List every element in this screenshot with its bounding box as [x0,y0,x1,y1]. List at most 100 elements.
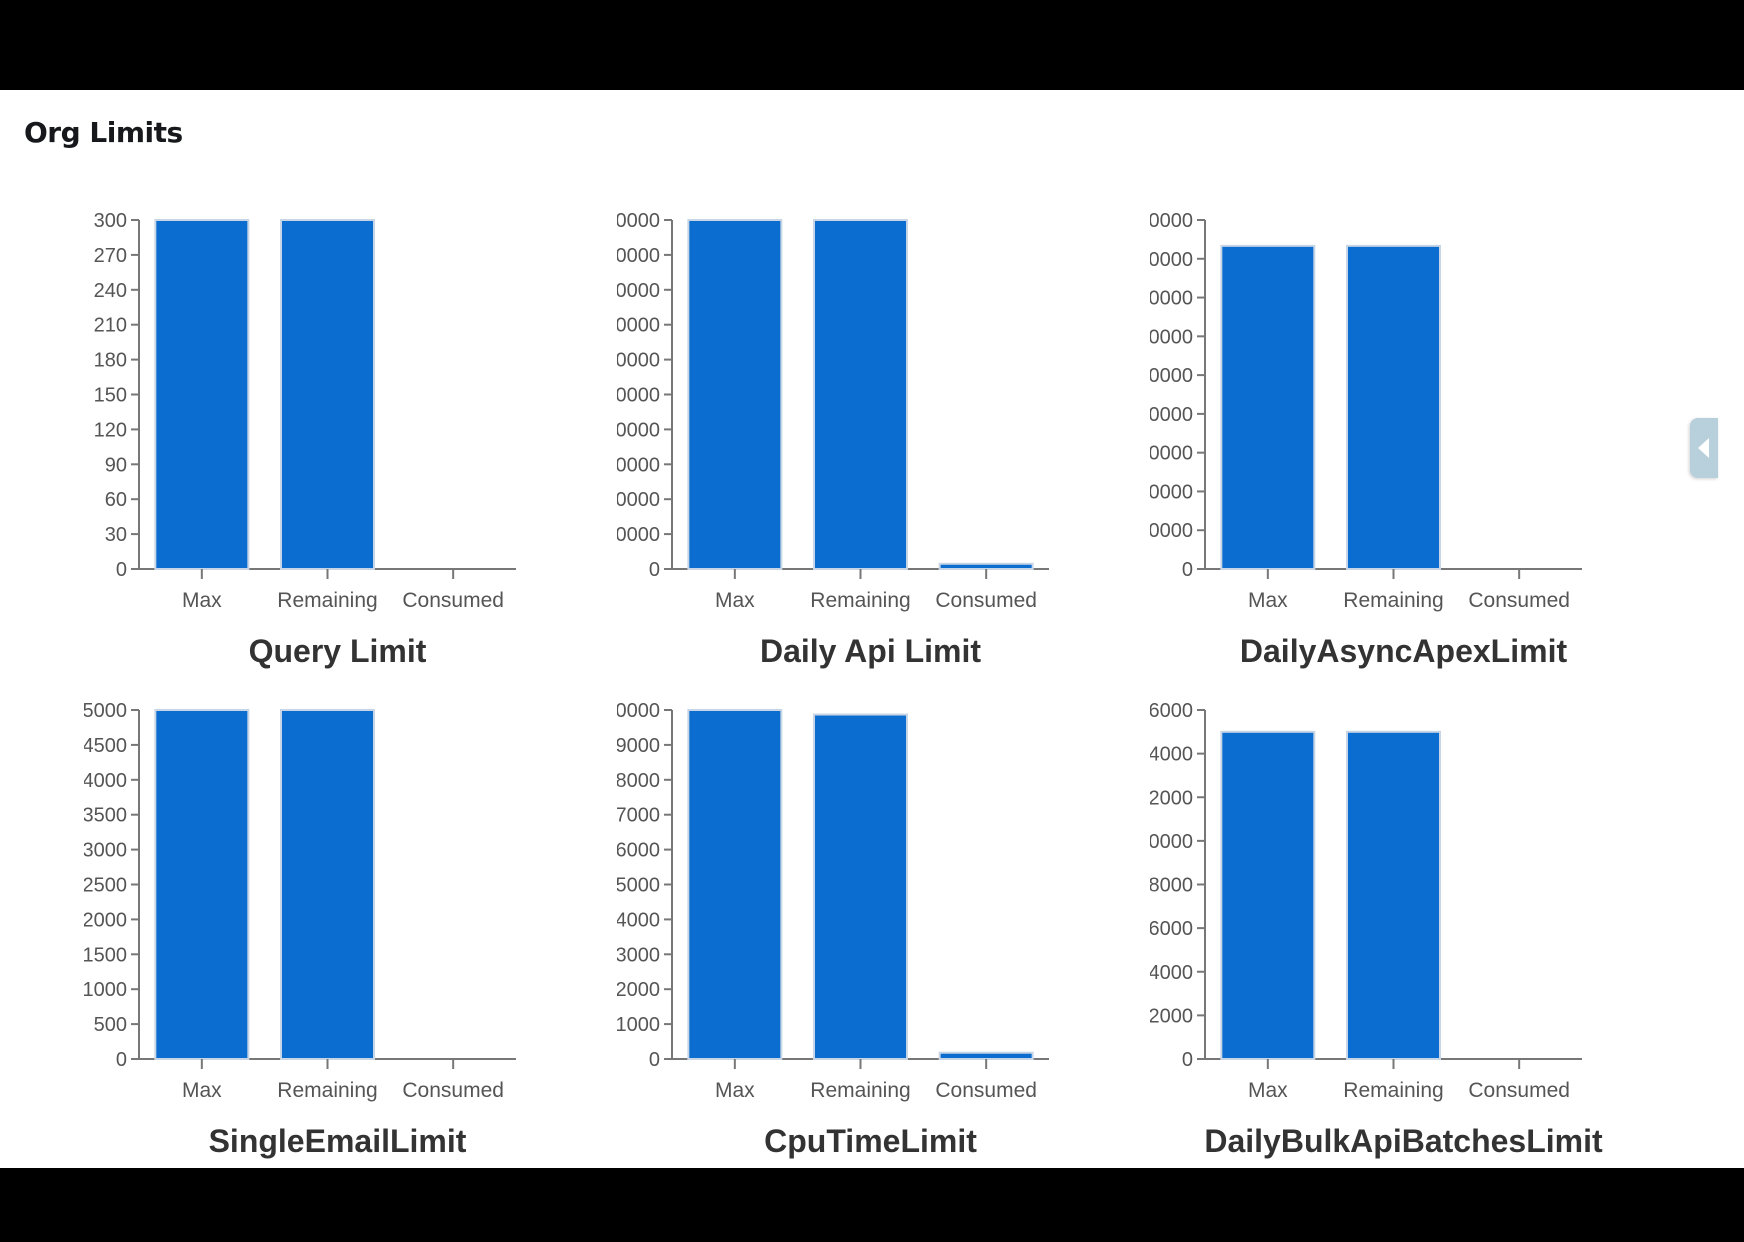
y-axis-tick-label: 5000000 [617,210,660,232]
y-axis-tick-label: 5000 [84,700,127,722]
page-title: Org Limits [24,116,183,149]
bar-consumed[interactable] [938,1051,1034,1060]
bar-max[interactable] [1220,244,1316,571]
y-axis-tick-label: 4000 [617,909,660,931]
x-axis-label-remaining: Remaining [1343,589,1443,612]
chart-daily-api-limit: 0 500000 1000000 1500000 2000000 2500000 30000… [617,200,1157,685]
x-axis-label-max: Max [715,589,755,612]
chart-svg: 0 30 60 90 120 150 180 210 240 270 300 Max Remaining… [94,210,516,669]
y-axis-tick-label: 120000 [1150,404,1193,426]
y-axis-tick-label: 0 [116,559,127,581]
x-axis-label-remaining: Remaining [810,589,910,612]
bar-max[interactable] [154,709,250,1060]
y-axis-tick-label: 4000 [1150,962,1193,984]
x-axis-label-consumed: Consumed [402,589,504,612]
side-panel-toggle[interactable] [1690,418,1718,478]
y-axis-tick-label: 5000 [617,875,660,897]
y-axis-tick-label: 3000000 [617,350,660,372]
x-axis-label-max: Max [182,589,222,612]
y-axis-tick-label: 16000 [1150,700,1193,722]
chart-title: CpuTimeLimit [764,1123,977,1159]
bar-max[interactable] [154,219,250,570]
y-axis-tick-label: 0 [649,559,660,581]
bar-max[interactable] [687,219,783,570]
y-axis-tick-label: 9000 [617,735,660,757]
bar-remaining[interactable] [280,709,375,1060]
x-axis-label-max: Max [182,1079,222,1102]
y-axis-tick-label: 1500 [84,944,127,966]
y-axis-tick-label: 4000 [84,770,127,792]
chart-title: Daily Api Limit [760,633,981,669]
x-axis-label-remaining: Remaining [277,1079,377,1102]
y-axis-tick-label: 0 [1182,559,1193,581]
y-axis-tick-label: 210 [94,315,127,337]
y-axis-tick-label: 0 [649,1049,660,1071]
y-axis-tick-label: 4000000 [617,280,660,302]
bar-remaining[interactable] [1346,244,1441,571]
y-axis-tick-label: 14000 [1150,744,1193,766]
chart-single-email-limit: 0 500 1000 1500 2000 2500 3000 3500 4000 4500 5000… [84,690,624,1175]
y-axis-tick-label: 8000 [1150,875,1193,897]
y-axis-tick-label: 270000 [1150,210,1193,232]
y-axis-tick-label: 10000 [1150,831,1193,853]
bar-remaining[interactable] [280,219,375,570]
bar-consumed[interactable] [938,562,1034,571]
y-axis-tick-label: 270 [94,245,127,267]
chart-cpu-time-limit: 0 1000 2000 3000 4000 5000 6000 7000 8000 9000 100… [617,690,1157,1175]
y-axis-tick-label: 3000 [84,840,127,862]
x-axis-label-consumed: Consumed [935,589,1037,612]
y-axis-tick-label: 500000 [617,524,660,546]
top-letterbox-bar [0,0,1744,90]
x-axis-label-consumed: Consumed [402,1079,504,1102]
x-axis-label-remaining: Remaining [1343,1079,1443,1102]
y-axis-tick-label: 4500 [84,735,127,757]
chart-title: Query Limit [249,633,427,669]
x-axis-label-remaining: Remaining [277,589,377,612]
y-axis-tick-label: 2000000 [617,419,660,441]
y-axis-tick-label: 10000 [617,700,660,722]
y-axis-tick-label: 90 [105,454,127,476]
y-axis-tick-label: 2500 [84,875,127,897]
y-axis-tick-label: 8000 [617,770,660,792]
x-axis-label-max: Max [1248,589,1288,612]
y-axis-tick-label: 120 [94,419,127,441]
y-axis-tick-label: 6000 [617,840,660,862]
y-axis-tick-label: 180000 [1150,326,1193,348]
y-axis-tick-label: 3500000 [617,315,660,337]
y-axis-tick-label: 2000 [1150,1005,1193,1027]
bottom-letterbox-bar [0,1168,1744,1242]
y-axis-tick-label: 210000 [1150,288,1193,310]
x-axis-label-consumed: Consumed [1468,589,1570,612]
chart-title: SingleEmailLimit [209,1123,467,1159]
y-axis-tick-label: 30 [105,524,127,546]
y-axis-tick-label: 1000000 [617,489,660,511]
chart-svg: 0 500000 1000000 1500000 2000000 2500000 30000… [617,210,1049,669]
y-axis-tick-label: 2000 [617,979,660,1001]
y-axis-tick-label: 240 [94,280,127,302]
x-axis-label-max: Max [715,1079,755,1102]
x-axis-label-max: Max [1248,1079,1288,1102]
x-axis-label-remaining: Remaining [810,1079,910,1102]
y-axis-tick-label: 3500 [84,805,127,827]
chart-svg: 0 500 1000 1500 2000 2500 3000 3500 4000 4500 5000… [84,700,516,1159]
y-axis-tick-label: 4500000 [617,245,660,267]
chart-daily-bulk-api-batches-limit: 0 2000 4000 6000 8000 10000 12000 14000 16000 Max… [1150,690,1690,1175]
chart-query-limit: 0 30 60 90 120 150 180 210 240 270 300 Max Remaining… [84,200,624,685]
y-axis-tick-label: 60000 [1150,481,1193,503]
bar-remaining[interactable] [1346,730,1441,1060]
chart-svg: 0 2000 4000 6000 8000 10000 12000 14000 16000 Max… [1150,700,1603,1159]
y-axis-tick-label: 7000 [617,805,660,827]
bar-max[interactable] [1220,730,1316,1060]
x-axis-label-consumed: Consumed [1468,1079,1570,1102]
y-axis-tick-label: 180 [94,350,127,372]
y-axis-tick-label: 60 [105,489,127,511]
bar-remaining[interactable] [813,713,908,1061]
y-axis-tick-label: 1000 [84,979,127,1001]
y-axis-tick-label: 150 [94,385,127,407]
bar-remaining[interactable] [813,219,908,570]
bar-max[interactable] [687,709,783,1060]
